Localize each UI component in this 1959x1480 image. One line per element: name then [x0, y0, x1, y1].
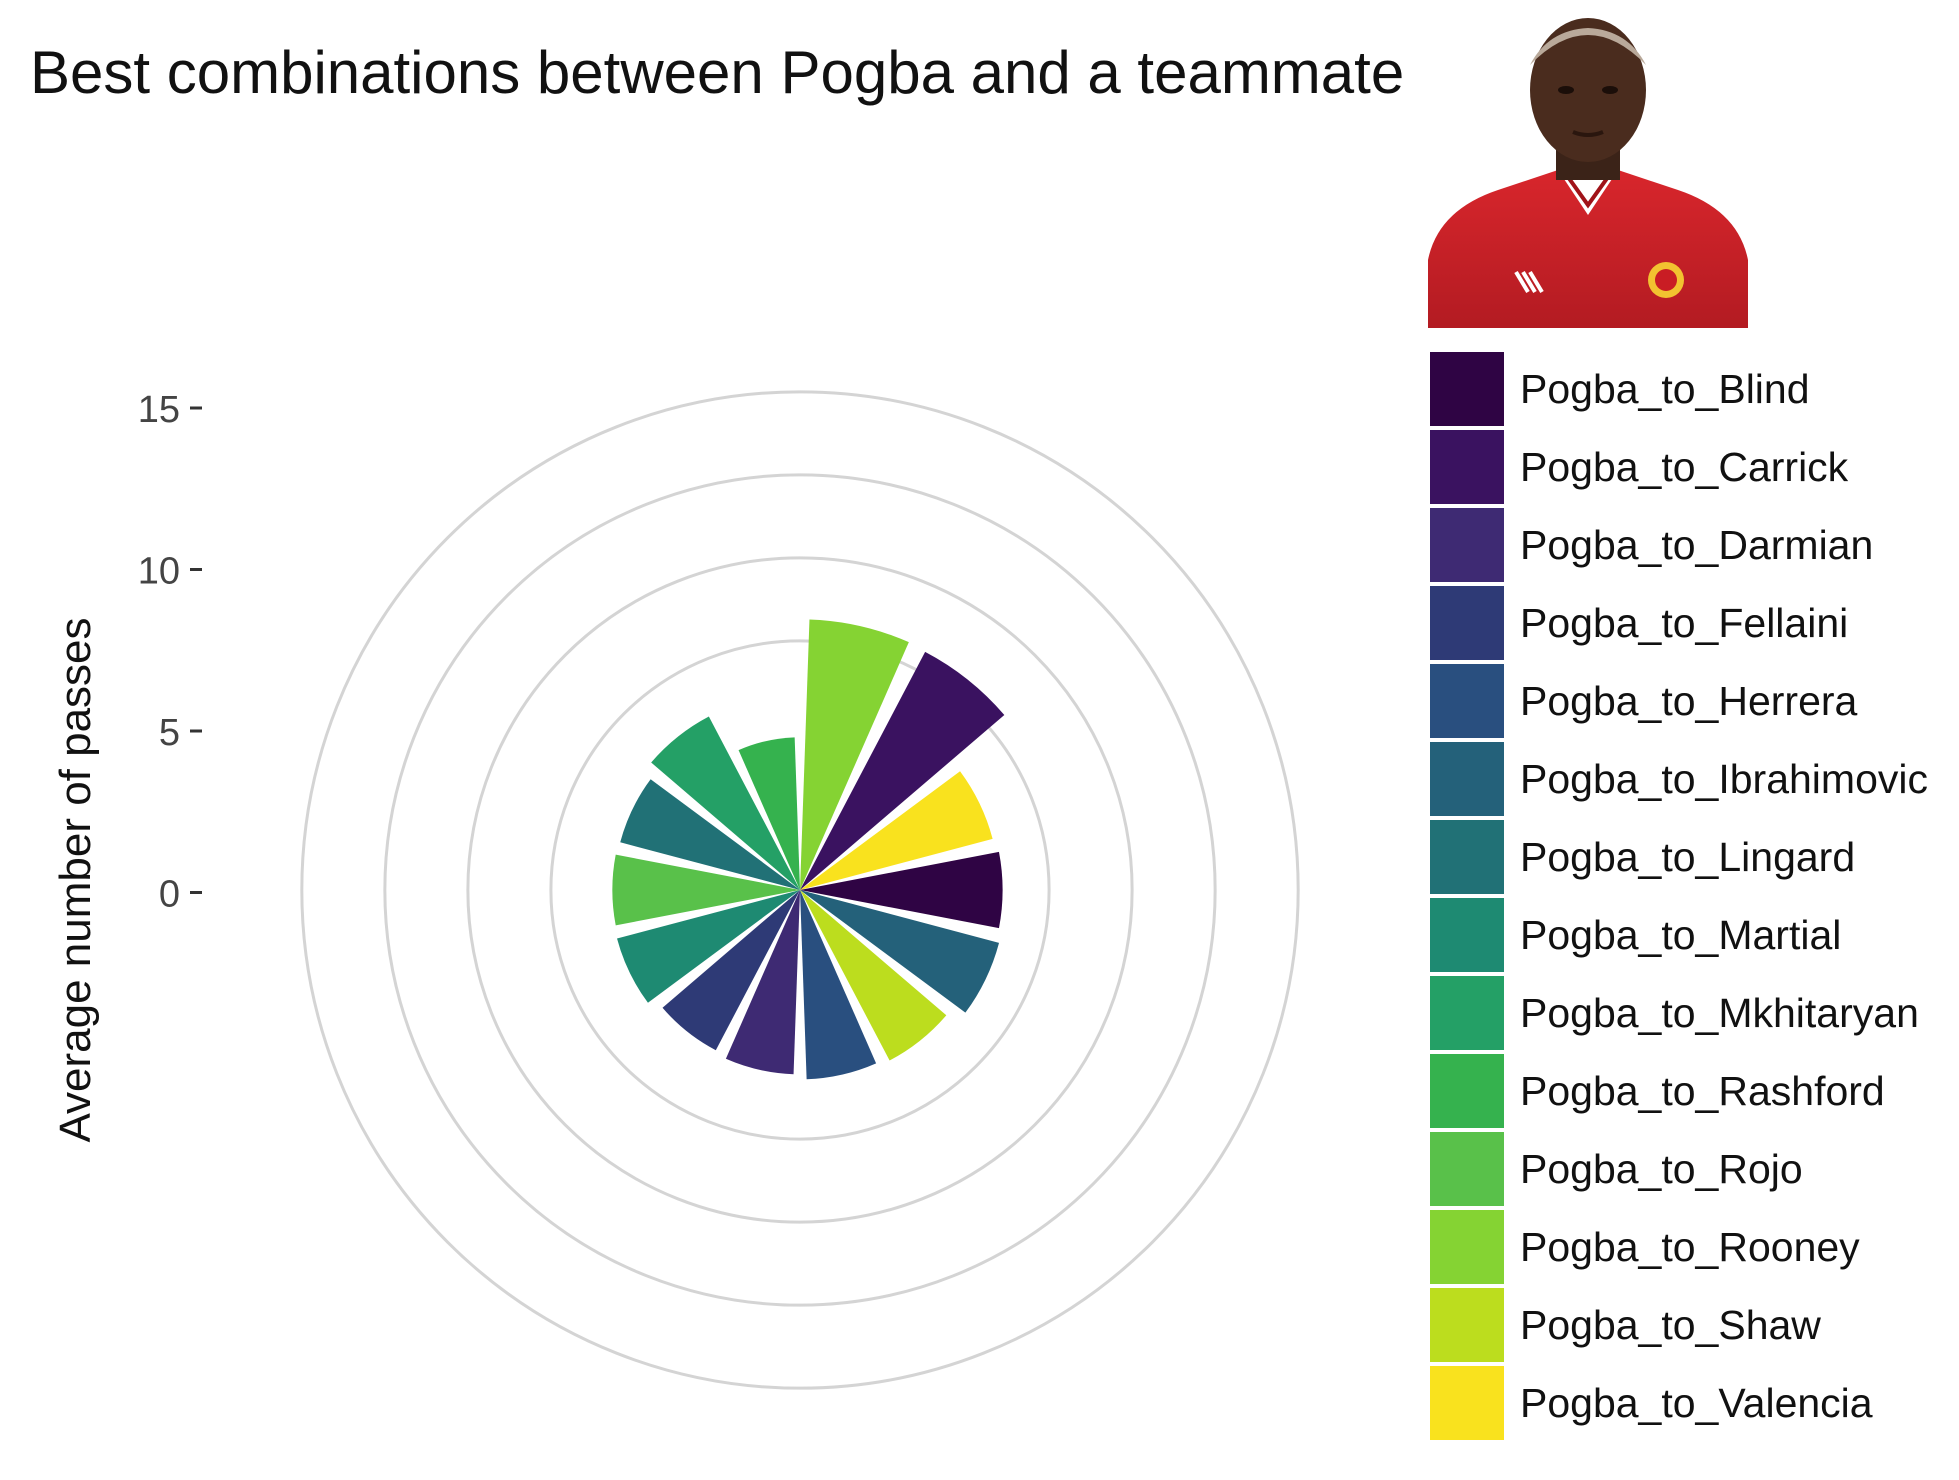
player-photo: [1428, 10, 1748, 328]
bar-pogba-to-carrick: [800, 651, 1005, 890]
legend-item: Pogba_to_Ibrahimovic: [1430, 740, 1928, 818]
legend-swatch: [1430, 586, 1504, 660]
legend-label: Pogba_to_Mkhitaryan: [1520, 989, 1919, 1036]
legend-item: Pogba_to_Rooney: [1430, 1208, 1928, 1286]
legend-label: Pogba_to_Rashford: [1520, 1067, 1885, 1114]
legend-swatch: [1430, 742, 1504, 816]
legend-label: Pogba_to_Martial: [1520, 911, 1842, 958]
bar-pogba-to-blind: [800, 851, 1003, 929]
legend-swatch: [1430, 820, 1504, 894]
legend-swatch: [1430, 1054, 1504, 1128]
legend-item: Pogba_to_Rojo: [1430, 1130, 1928, 1208]
legend-item: Pogba_to_Rashford: [1430, 1052, 1928, 1130]
grid-ring-5: [466, 556, 1134, 1224]
legend: Pogba_to_Blind Pogba_to_Carrick Pogba_to_D…: [1430, 350, 1928, 1442]
legend-label: Pogba_to_Darmian: [1520, 521, 1874, 568]
grid-ring-0: [549, 639, 1051, 1141]
bar-pogba-to-ibrahimovic: [800, 890, 1000, 1013]
legend-swatch: [1430, 898, 1504, 972]
legend-item: Pogba_to_Darmian: [1430, 506, 1928, 584]
legend-swatch: [1430, 352, 1504, 426]
y-axis: 0 5 10 15: [138, 389, 202, 916]
y-axis-label: Average number of passes: [51, 617, 100, 1142]
legend-item: Pogba_to_Herrera: [1430, 662, 1928, 740]
legend-label: Pogba_to_Blind: [1520, 365, 1810, 412]
legend-label: Pogba_to_Rooney: [1520, 1223, 1860, 1270]
legend-swatch: [1430, 1366, 1504, 1440]
legend-swatch: [1430, 1210, 1504, 1284]
bar-pogba-to-martial: [617, 890, 800, 1003]
grid-layer: [300, 390, 1300, 1390]
legend-swatch: [1430, 430, 1504, 504]
bar-pogba-to-rojo: [612, 854, 800, 926]
legend-label: Pogba_to_Herrera: [1520, 677, 1858, 724]
legend-item: Pogba_to_Shaw: [1430, 1286, 1928, 1364]
legend-swatch: [1430, 664, 1504, 738]
bar-pogba-to-herrera: [800, 890, 877, 1080]
bar-pogba-to-rashford: [738, 737, 800, 890]
legend-swatch: [1430, 976, 1504, 1050]
legend-label: Pogba_to_Rojo: [1520, 1145, 1803, 1192]
legend-label: Pogba_to_Fellaini: [1520, 599, 1849, 646]
legend-label: Pogba_to_Shaw: [1520, 1301, 1821, 1348]
bar-pogba-to-lingard: [620, 779, 800, 890]
legend-item: Pogba_to_Martial: [1430, 896, 1928, 974]
bar-pogba-to-rooney: [800, 619, 909, 890]
legend-label: Pogba_to_Valencia: [1520, 1379, 1873, 1426]
grid-ring-15: [300, 390, 1300, 1390]
bar-pogba-to-shaw: [800, 890, 947, 1061]
legend-item: Pogba_to_Lingard: [1430, 818, 1928, 896]
bar-pogba-to-fellaini: [662, 890, 800, 1051]
legend-item: Pogba_to_Valencia: [1430, 1364, 1928, 1442]
y-tick-label-10: 10: [138, 551, 180, 593]
legend-item: Pogba_to_Carrick: [1430, 428, 1928, 506]
grid-ring-10: [383, 473, 1217, 1307]
legend-label: Pogba_to_Carrick: [1520, 443, 1849, 490]
legend-swatch: [1430, 1288, 1504, 1362]
chart-title: Best combinations between Pogba and a te…: [30, 39, 1405, 106]
legend-label: Pogba_to_Ibrahimovic: [1520, 755, 1928, 802]
bar-pogba-to-darmian: [725, 890, 800, 1075]
legend-item: Pogba_to_Blind: [1430, 350, 1928, 428]
y-tick-label-5: 5: [159, 712, 180, 754]
legend-label: Pogba_to_Lingard: [1520, 833, 1856, 880]
legend-item: Pogba_to_Fellaini: [1430, 584, 1928, 662]
bar-pogba-to-valencia: [800, 771, 993, 890]
bar-pogba-to-mkhitaryan: [651, 716, 800, 890]
legend-item: Pogba_to_Mkhitaryan: [1430, 974, 1928, 1052]
polar-bar-chart: 0 5 10 15 Average number of passes: [51, 389, 1300, 1390]
y-tick-label-15: 15: [138, 389, 180, 431]
legend-swatch: [1430, 508, 1504, 582]
bars-layer: [612, 619, 1005, 1080]
legend-swatch: [1430, 1132, 1504, 1206]
y-tick-label-0: 0: [159, 874, 180, 916]
